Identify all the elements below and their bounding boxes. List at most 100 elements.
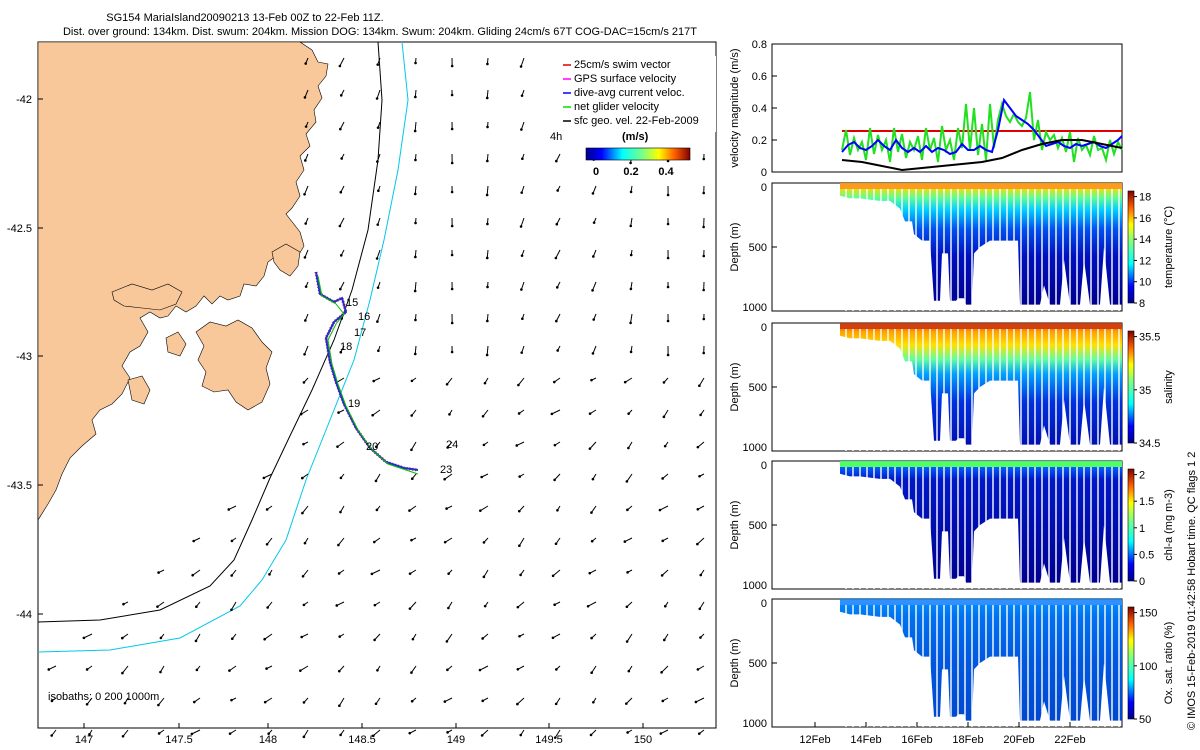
velocity-arrow (339, 505, 345, 514)
velocity-arrow (376, 153, 381, 163)
colorbar-tick: 16 (1139, 213, 1151, 225)
velocity-arrow (337, 537, 345, 547)
velocity-arrow (553, 441, 561, 447)
velocity-arrow (662, 377, 669, 384)
colorbar-tick: 100 (1139, 661, 1157, 673)
velocity-arrow (304, 57, 309, 65)
velocity-arrow (228, 665, 237, 672)
velocity-arrow (337, 409, 345, 414)
velocity-arrow (265, 665, 273, 670)
velocity-arrow (517, 409, 525, 415)
velocity-arrow (159, 633, 165, 640)
velocity-arrow (661, 473, 669, 480)
velocity-arrow (627, 409, 633, 415)
velocity-arrow (450, 153, 454, 165)
velocity-arrow (443, 697, 453, 703)
section-label: temperature (°C) (1163, 206, 1175, 288)
velocity-arrow (156, 601, 165, 608)
velocity-arrow (592, 313, 597, 321)
velocity-arrow (520, 345, 525, 354)
velocity-arrow (414, 249, 417, 259)
velocity-arrow (410, 665, 417, 674)
velocity-y-tick: 0.8 (752, 39, 767, 51)
isobath-200m (38, 42, 383, 623)
depth-tick: 0 (761, 322, 767, 334)
isobaths-label: isobaths: 0 200 1000m (48, 691, 159, 703)
velocity-arrow (445, 377, 453, 386)
velocity-arrow (555, 153, 561, 163)
velocity-arrow (120, 633, 129, 640)
velocity-arrow (303, 537, 309, 545)
velocity-arrow (586, 601, 597, 608)
velocity-arrow (339, 89, 345, 97)
day-label: 24 (446, 439, 458, 451)
velocity-arrow (192, 697, 201, 704)
velocity-y-tick: 0.6 (752, 71, 767, 83)
velocity-arrow (659, 729, 669, 735)
velocity-arrow (660, 569, 669, 577)
velocity-arrow (228, 729, 237, 735)
section-colorbar (1127, 606, 1135, 720)
section-label: Ox. sat. ratio (%) (1163, 622, 1175, 705)
velocity-arrow (556, 345, 561, 352)
velocity-arrow (413, 121, 417, 133)
velocity-arrow (376, 313, 381, 323)
velocity-arrow (515, 441, 525, 447)
velocity-arrow (486, 217, 489, 226)
velocity-arrow (338, 697, 345, 708)
velocity-y-tick: 0 (761, 167, 767, 179)
velocity-arrow (699, 409, 705, 417)
velocity-arrow (447, 569, 453, 575)
velocity-arrow (336, 441, 345, 448)
velocity-arrow (518, 537, 525, 548)
velocity-arrow (553, 473, 561, 482)
velocity-arrow (339, 249, 345, 257)
velocity-panel: 0 0.2 0.4 0.6 0.8 velocity magnitude (m/s) (729, 39, 1123, 179)
depth-tick: 0 (761, 182, 767, 194)
speed-colorbar-tick: 0.4 (658, 166, 674, 178)
velocity-arrow (556, 505, 561, 512)
map-y-tick-label: -44 (16, 609, 32, 621)
velocity-arrow (374, 441, 381, 449)
section-data (840, 183, 1122, 305)
velocity-arrow (520, 185, 525, 194)
colorbar-tick: 0.5 (1139, 549, 1154, 561)
velocity-arrow (698, 377, 705, 388)
map-x-tick-label: 149 (447, 734, 465, 746)
velocity-arrow (414, 89, 417, 99)
velocity-arrow (481, 697, 489, 703)
velocity-arrow (450, 281, 454, 291)
velocity-arrow (478, 665, 489, 672)
velocity-arrow (666, 313, 670, 323)
colorbar-tick: 1 (1139, 523, 1145, 535)
velocity-arrow (516, 601, 525, 609)
legend-item: 25cm/s swim vector (563, 59, 671, 71)
velocity-arrow (486, 153, 489, 163)
velocity-arrow (591, 281, 597, 292)
velocity-arrow (372, 537, 381, 544)
depth-axis-label: Depth (m) (729, 223, 741, 272)
velocity-arrow (480, 473, 489, 479)
colorbar-tick: 1.5 (1139, 496, 1154, 508)
velocity-arrow (555, 217, 561, 226)
velocity-arrow (371, 409, 381, 417)
velocity-arrow (696, 665, 705, 671)
velocity-arrow (702, 153, 706, 161)
velocity-arrow (410, 409, 417, 417)
time-axis: 12Feb 14Feb 16Feb 18Feb 20Feb 22Feb (799, 722, 1086, 746)
velocity-arrow (375, 505, 381, 512)
velocity-arrow (480, 729, 489, 737)
velocity-arrow (482, 569, 489, 579)
velocity-arrow (376, 217, 381, 226)
colorbar-tick: 35.5 (1139, 332, 1160, 344)
speed-colorbar (585, 147, 691, 161)
speed-colorbar-tick: 0.2 (623, 166, 638, 178)
velocity-arrow (339, 729, 345, 737)
velocity-arrow (590, 633, 597, 640)
velocity-arrow (50, 697, 57, 703)
velocity-arrow (299, 409, 309, 416)
velocity-arrow (122, 601, 129, 606)
velocity-arrow (370, 569, 381, 576)
depth-tick: 1000 (743, 580, 767, 592)
